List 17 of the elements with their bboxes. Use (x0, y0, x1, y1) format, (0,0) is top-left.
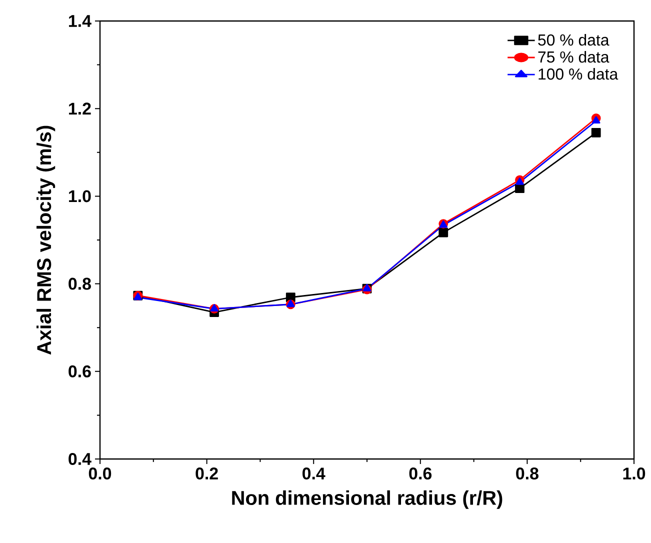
x-axis-title: Non dimensional radius (r/R) (232, 490, 502, 509)
x-tick-label: 0.0 (88, 468, 112, 480)
y-tick-label: 1.0 (69, 190, 91, 202)
legend-label: 75 % data (538, 50, 610, 63)
x-tick-label: 0.8 (516, 468, 538, 480)
legend-label: 100 % data (538, 68, 618, 80)
y-tick-label: 0.6 (68, 365, 91, 378)
legend-label: 50 % data (538, 34, 610, 46)
x-tick-label: 0.2 (196, 468, 218, 480)
y-tick-label: 0.4 (68, 453, 92, 465)
y-tick-label: 1.4 (69, 15, 92, 27)
x-tick-label: 0.4 (302, 468, 326, 480)
y-tick-label: 1.2 (69, 102, 91, 115)
y-axis-title: Axial RMS velocity (m/s) (36, 126, 56, 355)
y-tick-label: 0.8 (68, 278, 91, 290)
x-tick-label: 0.6 (409, 468, 432, 480)
x-tick-label: 1.0 (623, 468, 646, 480)
